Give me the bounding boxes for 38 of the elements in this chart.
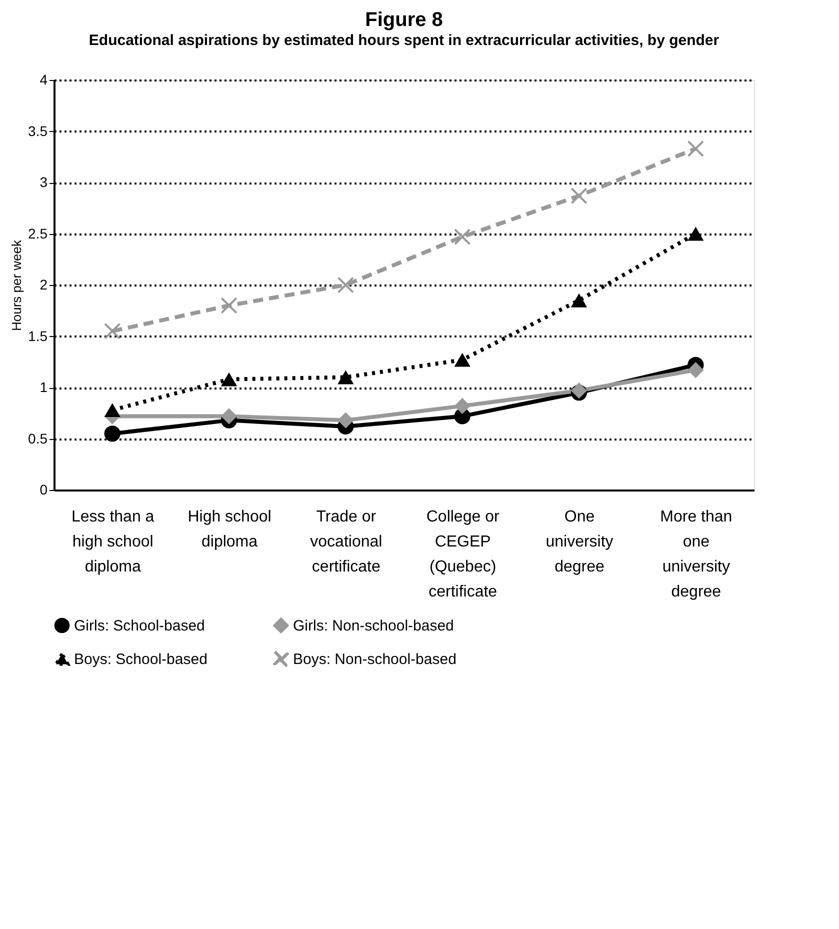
point	[570, 293, 588, 308]
y-tick-label: 0	[40, 482, 48, 498]
x-tick-label: More than one university degree	[660, 508, 732, 600]
y-tick-label: 1	[40, 379, 48, 395]
legend-label: Girls: Non-school-based	[293, 617, 454, 634]
x-tick-label: High school diploma	[188, 508, 272, 550]
y-tick-label: 2.5	[28, 225, 48, 242]
y-tick-label: 4	[40, 72, 48, 88]
point	[570, 188, 588, 204]
y-axis-title: Hours per week	[9, 239, 24, 332]
point	[688, 140, 704, 157]
point	[338, 412, 354, 428]
legend-label: Girls: School-based	[74, 617, 205, 634]
point	[104, 323, 120, 340]
point	[454, 398, 470, 414]
point	[454, 228, 470, 245]
y-tick-label: 1.5	[28, 328, 48, 344]
point	[454, 352, 470, 367]
point	[688, 362, 704, 378]
y-tick-label: 3.5	[28, 122, 48, 139]
y-tick-label: 2	[40, 276, 48, 292]
x-tick-label: Less than a high school diploma	[71, 508, 154, 576]
x-tick-label: College or CEGEP (Quebec) certificate	[426, 508, 500, 600]
point	[338, 276, 354, 294]
chart-title: Figure 8	[365, 9, 443, 31]
y-tick-label: 0.5	[28, 430, 48, 446]
x-tick-label: One university degree	[546, 508, 614, 576]
x-tick-label: Trade or vocational certificate	[310, 508, 382, 576]
point	[338, 370, 354, 384]
legend-label: Boys: School-based	[74, 651, 208, 668]
point	[220, 372, 238, 386]
point	[104, 426, 120, 442]
point	[220, 408, 238, 424]
legend-label: Boys: Non-school-based	[293, 651, 456, 668]
y-tick-label: 3	[40, 174, 48, 190]
chart-subtitle: Educational aspirations by estimated hours spent in extracurricular activities, by gender	[88, 32, 720, 49]
point	[104, 403, 120, 418]
point	[688, 226, 704, 241]
